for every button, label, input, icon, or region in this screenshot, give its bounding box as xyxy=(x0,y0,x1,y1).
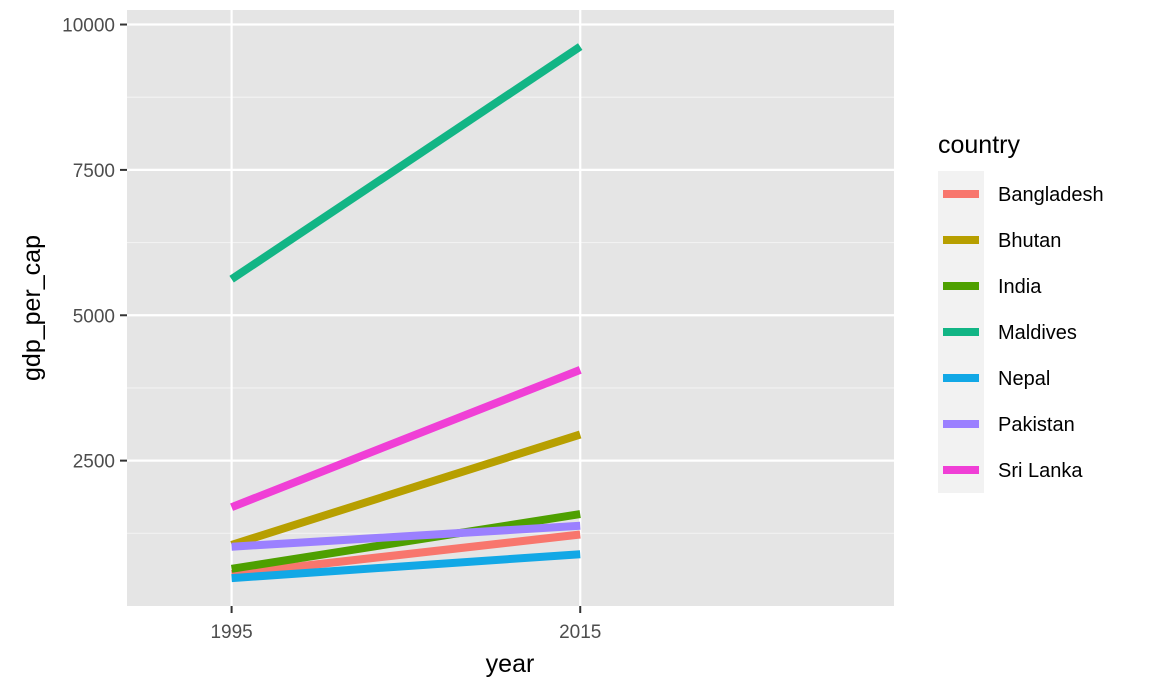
legend-title: country xyxy=(938,131,1020,159)
legend: country Bangladesh Bhutan India Maldives Nep… xyxy=(938,131,1104,493)
y-tick-label: 5000 xyxy=(73,306,115,327)
legend-label: Pakistan xyxy=(998,414,1075,436)
y-axis: 2500 5000 7500 10000 xyxy=(62,16,127,473)
series-line-maldives xyxy=(229,43,583,283)
y-tick-label: 10000 xyxy=(62,16,115,37)
series-line-nepal xyxy=(231,550,581,583)
legend-label: Maldives xyxy=(998,322,1077,344)
plot-panel xyxy=(127,10,894,606)
y-tick-label: 2500 xyxy=(73,452,115,473)
legend-label: Sri Lanka xyxy=(998,460,1083,482)
x-axis-title: year xyxy=(486,650,535,678)
legend-label: Bhutan xyxy=(998,230,1061,252)
series-line-bangladesh xyxy=(231,530,581,578)
series-line-pakistan xyxy=(231,521,581,551)
series-lines xyxy=(229,43,583,583)
x-axis: 1995 2015 xyxy=(210,606,601,643)
x-tick-label: 2015 xyxy=(559,622,601,643)
y-tick-label: 7500 xyxy=(73,161,115,182)
x-tick-label: 1995 xyxy=(210,622,252,643)
legend-label: Nepal xyxy=(998,368,1050,390)
series-line-india xyxy=(230,510,581,573)
y-axis-title: gdp_per_cap xyxy=(18,235,46,381)
legend-label: India xyxy=(998,276,1042,298)
legend-label: Bangladesh xyxy=(998,184,1104,206)
series-line-sri-lanka xyxy=(230,366,582,511)
series-line-bhutan xyxy=(230,430,582,549)
